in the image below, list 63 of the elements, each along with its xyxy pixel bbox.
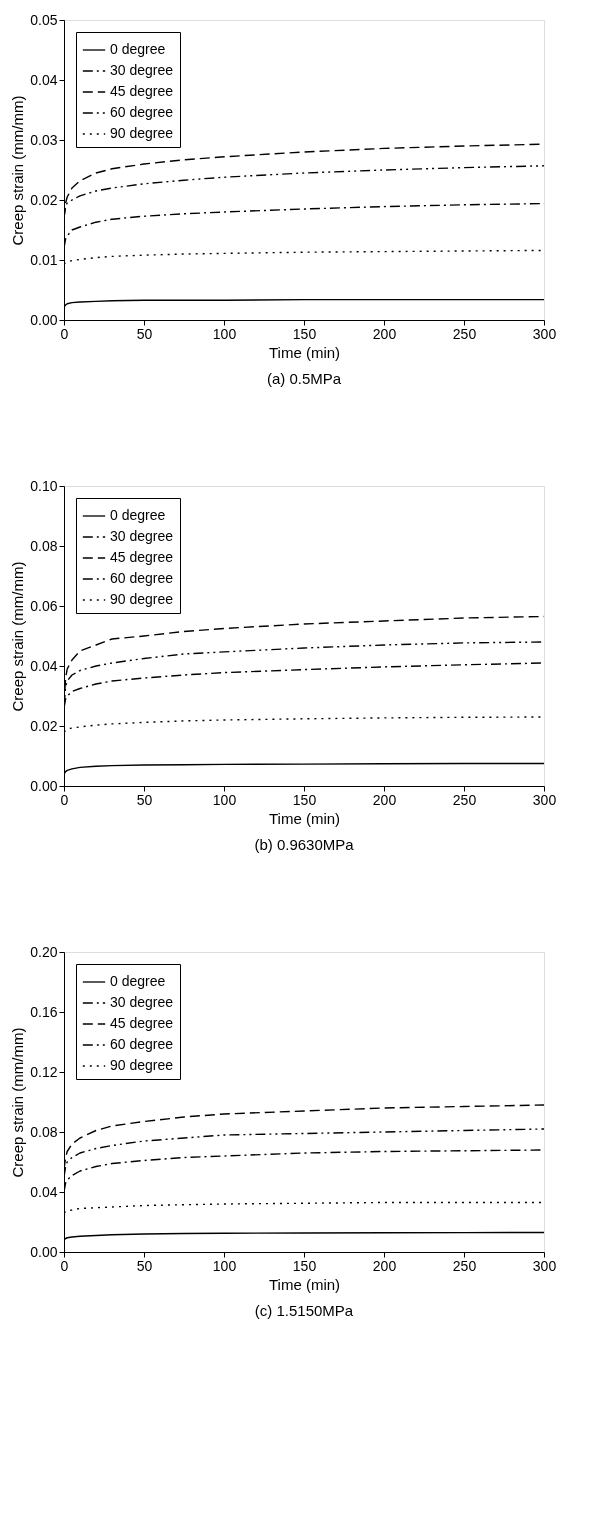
legend-label: 60 degree [110, 104, 174, 120]
y-tick-label: 0.06 [30, 597, 58, 614]
x-tick-label: 50 [136, 325, 153, 342]
legend-label: 60 degree [110, 570, 174, 586]
x-axis-title: Time (min) [268, 809, 341, 827]
y-tick-label: 0.04 [30, 71, 58, 88]
x-tick-label: 200 [372, 1257, 397, 1274]
y-tick-label: 0.02 [30, 717, 58, 734]
x-tick-label: 100 [212, 1257, 237, 1274]
legend-label: 0 degree [110, 507, 166, 523]
x-tick-label: 150 [292, 791, 317, 808]
x-tick-label: 300 [532, 1257, 557, 1274]
y-tick-label: 0.20 [30, 943, 58, 960]
x-tick-label: 250 [452, 325, 477, 342]
y-tick-label: 0.08 [30, 1123, 58, 1140]
legend-label: 30 degree [110, 528, 174, 544]
legend-label: 90 degree [110, 591, 174, 607]
y-tick-label: 0.10 [30, 477, 58, 494]
legend-label: 45 degree [110, 549, 174, 565]
x-tick-label: 150 [292, 1257, 317, 1274]
y-tick-label: 0.04 [30, 1183, 58, 1200]
legend-label: 45 degree [110, 83, 174, 99]
x-tick-label: 300 [532, 791, 557, 808]
x-axis-title: Time (min) [268, 1275, 341, 1293]
y-tick-label: 0.16 [30, 1003, 58, 1020]
x-tick-label: 0 [60, 791, 69, 808]
x-tick-label: 250 [452, 791, 477, 808]
x-tick-label: 0 [60, 1257, 69, 1274]
x-tick-label: 200 [372, 791, 397, 808]
y-tick-label: 0.00 [30, 777, 58, 794]
text: (b) 0.9630MPa [254, 836, 355, 853]
x-tick-label: 250 [452, 1257, 477, 1274]
x-tick-label: 200 [372, 325, 397, 342]
legend-label: 45 degree [110, 1015, 174, 1031]
y-tick-label: 0.01 [30, 251, 58, 268]
legend-label: 30 degree [110, 62, 174, 78]
y-tick-label: 0.05 [30, 11, 58, 28]
y-tick-label: 0.04 [30, 657, 58, 674]
y-axis-title: Creep strain (mm/mm) [9, 1027, 27, 1178]
x-tick-label: 50 [136, 791, 153, 808]
legend-label: 90 degree [110, 1057, 174, 1073]
x-tick-label: 300 [532, 325, 557, 342]
x-axis-title: Time (min) [268, 343, 341, 361]
y-tick-label: 0.03 [30, 131, 58, 148]
legend-label: 90 degree [110, 125, 174, 141]
x-tick-label: 100 [212, 325, 237, 342]
legend-label: 60 degree [110, 1036, 174, 1052]
legend-label: 0 degree [110, 41, 166, 57]
text: (c) 1.5150MPa [254, 1302, 354, 1319]
x-tick-label: 100 [212, 791, 237, 808]
x-tick-label: 50 [136, 1257, 153, 1274]
y-axis-title: Creep strain (mm/mm) [9, 95, 27, 246]
y-tick-label: 0.12 [30, 1063, 58, 1080]
y-tick-label: 0.08 [30, 537, 58, 554]
y-tick-label: 0.00 [30, 1243, 58, 1260]
legend-label: 0 degree [110, 973, 166, 989]
legend-label: 30 degree [110, 994, 174, 1010]
x-tick-label: 0 [60, 325, 69, 342]
y-tick-label: 0.00 [30, 311, 58, 328]
y-tick-label: 0.02 [30, 191, 58, 208]
text: (a) 0.5MPa [266, 370, 342, 387]
x-tick-label: 150 [292, 325, 317, 342]
y-axis-title: Creep strain (mm/mm) [9, 561, 27, 712]
